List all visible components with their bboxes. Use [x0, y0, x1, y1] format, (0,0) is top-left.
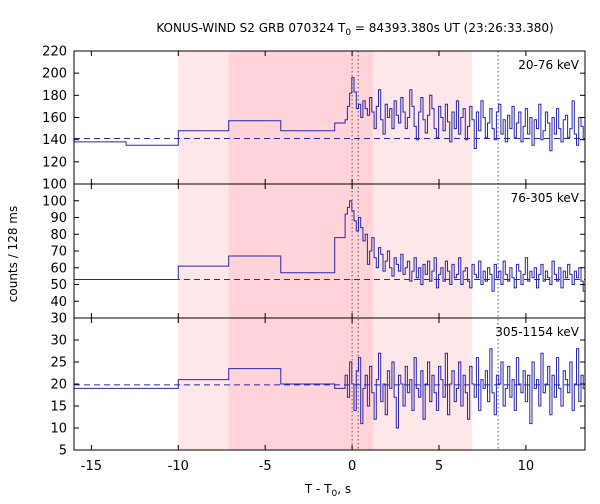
- panel-3-band-label: 305-1154 keV: [495, 325, 579, 339]
- panel-2-y-tick-label: 90: [50, 211, 67, 226]
- x-tick-label: 10: [518, 459, 535, 474]
- panel-1-y-tick-label: 200: [42, 67, 67, 82]
- panel-2-y-tick-label: 80: [50, 228, 67, 243]
- x-tick-label: -15: [81, 459, 102, 474]
- panel-1-series-line: [74, 77, 585, 152]
- panel-1-y-tick-label: 140: [42, 133, 67, 148]
- y-axis-label: counts / 128 ms: [6, 206, 20, 302]
- panel-1-y-tick-label: 160: [42, 111, 67, 126]
- panel-1-y-tick-label: 180: [42, 89, 67, 104]
- panel-2-band-label: 76-305 keV: [511, 191, 580, 205]
- x-tick-label: -5: [259, 459, 272, 474]
- panel-3-y-tick-label: 10: [50, 422, 67, 437]
- panel-3-y-tick-label: 15: [50, 400, 67, 415]
- panel-3-y-tick-label: 20: [50, 378, 67, 393]
- shaded-region-2: [228, 51, 373, 450]
- panel-2-y-tick-label: 50: [50, 278, 67, 293]
- panel-2-y-tick-label: 60: [50, 261, 67, 276]
- x-tick-label: 0: [348, 459, 356, 474]
- x-axis-label: T - T0, s: [304, 482, 351, 499]
- panel-3-y-tick-label: 25: [50, 356, 67, 371]
- panel-3-series-line: [74, 348, 585, 429]
- panel-2-y-tick-label: 70: [50, 245, 67, 260]
- panel-3-y-tick-label: 5: [59, 444, 67, 459]
- panel-1-y-tick-label: 100: [42, 178, 67, 193]
- panel-1-y-tick-label: 120: [42, 155, 67, 170]
- panel-2-series-line: [74, 200, 585, 292]
- x-tick-label: 5: [435, 459, 443, 474]
- panel-2-y-tick-label: 40: [50, 295, 67, 310]
- panel-1-band-label: 20-76 keV: [518, 58, 580, 72]
- panel-2-y-tick-label: 100: [42, 194, 67, 209]
- chart-title: KONUS-WIND S2 GRB 070324 T0 = 84393.380s…: [156, 21, 553, 38]
- panel-3-y-tick-label: 30: [50, 334, 67, 349]
- x-tick-label: -10: [168, 459, 189, 474]
- panel-2-y-tick-label: 30: [50, 312, 67, 327]
- panel-1-y-tick-label: 220: [42, 45, 67, 60]
